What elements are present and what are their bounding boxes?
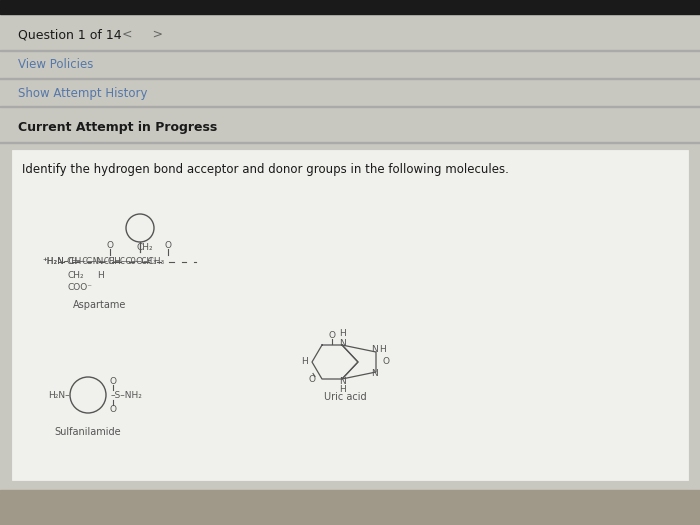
Text: O: O: [106, 242, 113, 250]
Text: Show Attempt History: Show Attempt History: [18, 87, 148, 100]
Text: Identify the hydrogen bond acceptor and donor groups in the following molecules.: Identify the hydrogen bond acceptor and …: [22, 163, 509, 176]
Text: H: H: [97, 270, 104, 279]
Text: H: H: [300, 358, 307, 366]
Text: O: O: [164, 242, 172, 250]
Text: CH₂: CH₂: [68, 270, 85, 279]
Bar: [0, 142, 700, 143]
Text: H: H: [379, 345, 386, 354]
Text: Uric acid: Uric acid: [323, 392, 366, 402]
Text: Aspartame: Aspartame: [74, 300, 127, 310]
Text: O: O: [382, 358, 389, 366]
Text: O: O: [309, 375, 316, 384]
Bar: [0, 106, 700, 107]
Text: N: N: [370, 345, 377, 354]
Text: N: N: [370, 370, 377, 379]
Text: Question 1 of 14: Question 1 of 14: [18, 28, 122, 41]
Text: COO⁻: COO⁻: [68, 284, 93, 292]
Text: H₂N–: H₂N–: [48, 391, 69, 400]
Text: O: O: [109, 377, 116, 386]
Text: CH₂: CH₂: [136, 244, 153, 253]
Text: O: O: [328, 331, 335, 341]
Text: ⁺H₂N–: ⁺H₂N–: [42, 257, 69, 267]
Text: O: O: [109, 404, 116, 414]
Text: N: N: [340, 339, 346, 348]
Text: H: H: [340, 330, 346, 339]
Bar: [0, 50, 700, 51]
Text: ⁺H₂N–CH–C–N–CH–C–O–CH₃: ⁺H₂N–CH–C–N–CH–C–O–CH₃: [42, 257, 164, 267]
Text: <     >: < >: [122, 28, 163, 41]
Text: Sulfanilamide: Sulfanilamide: [55, 427, 121, 437]
Text: Current Attempt in Progress: Current Attempt in Progress: [18, 121, 217, 133]
Bar: [12, 150, 688, 480]
Text: H: H: [340, 385, 346, 394]
Bar: [0, 0, 700, 14]
Text: View Policies: View Policies: [18, 58, 93, 71]
Bar: [0, 78, 700, 79]
Bar: [0, 490, 700, 525]
Text: N: N: [340, 376, 346, 385]
Text: –S–NH₂: –S–NH₂: [111, 391, 143, 400]
Text: CH–C–N–CH–C–O–CH₃: CH–C–N–CH–C–O–CH₃: [66, 257, 158, 267]
